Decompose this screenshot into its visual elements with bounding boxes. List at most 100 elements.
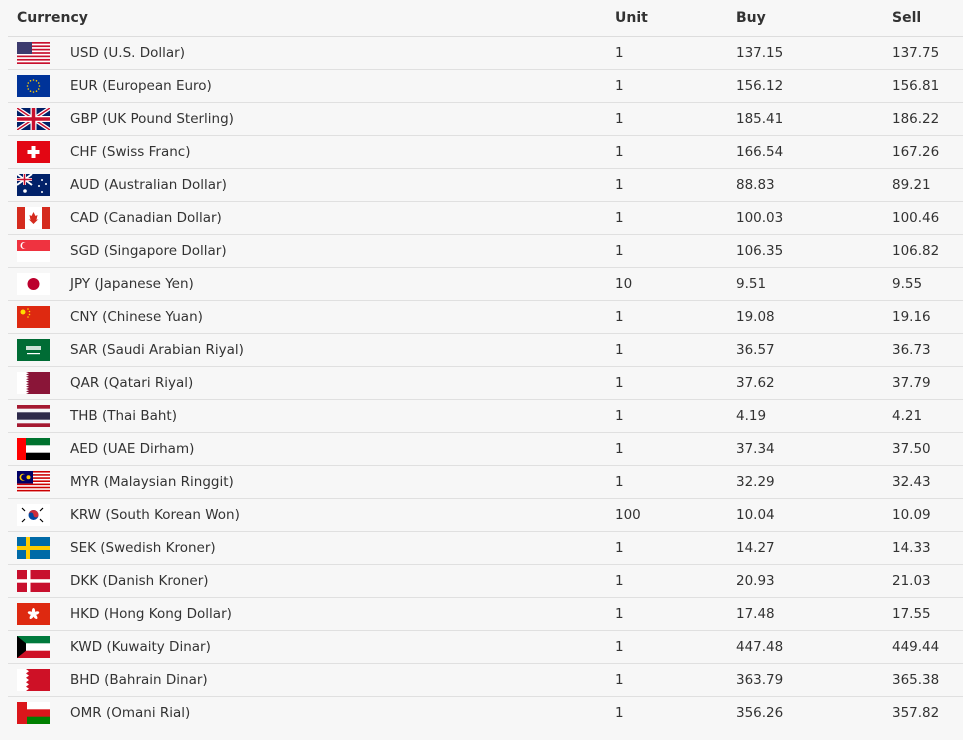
sell-rate: 37.50: [892, 441, 931, 457]
denmark-flag-icon: [17, 570, 50, 592]
buy-rate: 14.27: [736, 540, 775, 556]
header-buy: Buy: [736, 10, 766, 26]
buy-rate: 4.19: [736, 408, 767, 424]
unit-value: 1: [615, 342, 624, 358]
unit-value: 1: [615, 177, 624, 193]
unit-value: 1: [615, 243, 624, 259]
oman-flag-icon: [17, 702, 50, 724]
buy-rate: 37.62: [736, 375, 775, 391]
unit-value: 1: [615, 210, 624, 226]
table-row: KWD (Kuwaity Dinar) 1 447.48 449.44: [8, 631, 963, 664]
buy-rate: 166.54: [736, 144, 784, 160]
buy-rate: 19.08: [736, 309, 775, 325]
currency-name: SAR (Saudi Arabian Riyal): [70, 342, 244, 358]
unit-value: 1: [615, 639, 624, 655]
sell-rate: 106.82: [892, 243, 940, 259]
unit-value: 1: [615, 309, 624, 325]
currency-name: CNY (Chinese Yuan): [70, 309, 203, 325]
currency-name: AUD (Australian Dollar): [70, 177, 227, 193]
table-row: DKK (Danish Kroner) 1 20.93 21.03: [8, 565, 963, 598]
currency-name: SGD (Singapore Dollar): [70, 243, 227, 259]
buy-rate: 363.79: [736, 672, 784, 688]
buy-rate: 9.51: [736, 276, 767, 292]
currency-name: USD (U.S. Dollar): [70, 45, 185, 61]
table-row: QAR (Qatari Riyal) 1 37.62 37.79: [8, 367, 963, 400]
currency-name: MYR (Malaysian Ringgit): [70, 474, 234, 490]
sell-rate: 357.82: [892, 705, 940, 721]
sell-rate: 449.44: [892, 639, 940, 655]
thailand-flag-icon: [17, 405, 50, 427]
currency-name: KRW (South Korean Won): [70, 507, 240, 523]
table-header: Currency Unit Buy Sell: [8, 0, 963, 37]
currency-name: CAD (Canadian Dollar): [70, 210, 222, 226]
table-row: KRW (South Korean Won) 100 10.04 10.09: [8, 499, 963, 532]
buy-rate: 356.26: [736, 705, 784, 721]
us-flag-icon: [17, 42, 50, 64]
currency-name: DKK (Danish Kroner): [70, 573, 209, 589]
unit-value: 1: [615, 144, 624, 160]
currency-name: SEK (Swedish Kroner): [70, 540, 216, 556]
canada-flag-icon: [17, 207, 50, 229]
exchange-rate-table: Currency Unit Buy Sell USD (U.S. Dollar)…: [8, 0, 963, 729]
buy-rate: 447.48: [736, 639, 784, 655]
unit-value: 1: [615, 441, 624, 457]
uae-flag-icon: [17, 438, 50, 460]
table-row: CHF (Swiss Franc) 1 166.54 167.26: [8, 136, 963, 169]
saudi-flag-icon: [17, 339, 50, 361]
unit-value: 1: [615, 606, 624, 622]
sell-rate: 156.81: [892, 78, 940, 94]
uk-flag-icon: [17, 108, 50, 130]
unit-value: 1: [615, 45, 624, 61]
table-row: SAR (Saudi Arabian Riyal) 1 36.57 36.73: [8, 334, 963, 367]
buy-rate: 36.57: [736, 342, 775, 358]
sell-rate: 10.09: [892, 507, 931, 523]
table-row: HKD (Hong Kong Dollar) 1 17.48 17.55: [8, 598, 963, 631]
sell-rate: 36.73: [892, 342, 931, 358]
currency-name: JPY (Japanese Yen): [70, 276, 194, 292]
swiss-flag-icon: [17, 141, 50, 163]
buy-rate: 32.29: [736, 474, 775, 490]
currency-name: EUR (European Euro): [70, 78, 212, 94]
table-row: CAD (Canadian Dollar) 1 100.03 100.46: [8, 202, 963, 235]
table-row: GBP (UK Pound Sterling) 1 185.41 186.22: [8, 103, 963, 136]
singapore-flag-icon: [17, 240, 50, 262]
table-row: MYR (Malaysian Ringgit) 1 32.29 32.43: [8, 466, 963, 499]
table-row: SEK (Swedish Kroner) 1 14.27 14.33: [8, 532, 963, 565]
unit-value: 1: [615, 375, 624, 391]
sell-rate: 37.79: [892, 375, 931, 391]
table-row: CNY (Chinese Yuan) 1 19.08 19.16: [8, 301, 963, 334]
unit-value: 100: [615, 507, 641, 523]
sell-rate: 19.16: [892, 309, 931, 325]
unit-value: 1: [615, 78, 624, 94]
currency-name: BHD (Bahrain Dinar): [70, 672, 208, 688]
sell-rate: 365.38: [892, 672, 940, 688]
header-unit: Unit: [615, 10, 648, 26]
sell-rate: 137.75: [892, 45, 940, 61]
buy-rate: 185.41: [736, 111, 784, 127]
korea-flag-icon: [17, 504, 50, 526]
unit-value: 10: [615, 276, 633, 292]
sell-rate: 186.22: [892, 111, 940, 127]
table-row: BHD (Bahrain Dinar) 1 363.79 365.38: [8, 664, 963, 697]
china-flag-icon: [17, 306, 50, 328]
sell-rate: 167.26: [892, 144, 940, 160]
sell-rate: 21.03: [892, 573, 931, 589]
buy-rate: 17.48: [736, 606, 775, 622]
kuwait-flag-icon: [17, 636, 50, 658]
sell-rate: 17.55: [892, 606, 931, 622]
currency-name: AED (UAE Dirham): [70, 441, 195, 457]
currency-name: KWD (Kuwaity Dinar): [70, 639, 211, 655]
buy-rate: 137.15: [736, 45, 784, 61]
table-row: AUD (Australian Dollar) 1 88.83 89.21: [8, 169, 963, 202]
buy-rate: 100.03: [736, 210, 784, 226]
table-row: THB (Thai Baht) 1 4.19 4.21: [8, 400, 963, 433]
qatar-flag-icon: [17, 372, 50, 394]
australia-flag-icon: [17, 174, 50, 196]
eu-flag-icon: [17, 75, 50, 97]
table-row: OMR (Omani Rial) 1 356.26 357.82: [8, 697, 963, 729]
sell-rate: 32.43: [892, 474, 931, 490]
unit-value: 1: [615, 408, 624, 424]
table-body: USD (U.S. Dollar) 1 137.15 137.75 EUR (E…: [8, 37, 963, 729]
currency-name: OMR (Omani Rial): [70, 705, 191, 721]
currency-name: CHF (Swiss Franc): [70, 144, 191, 160]
